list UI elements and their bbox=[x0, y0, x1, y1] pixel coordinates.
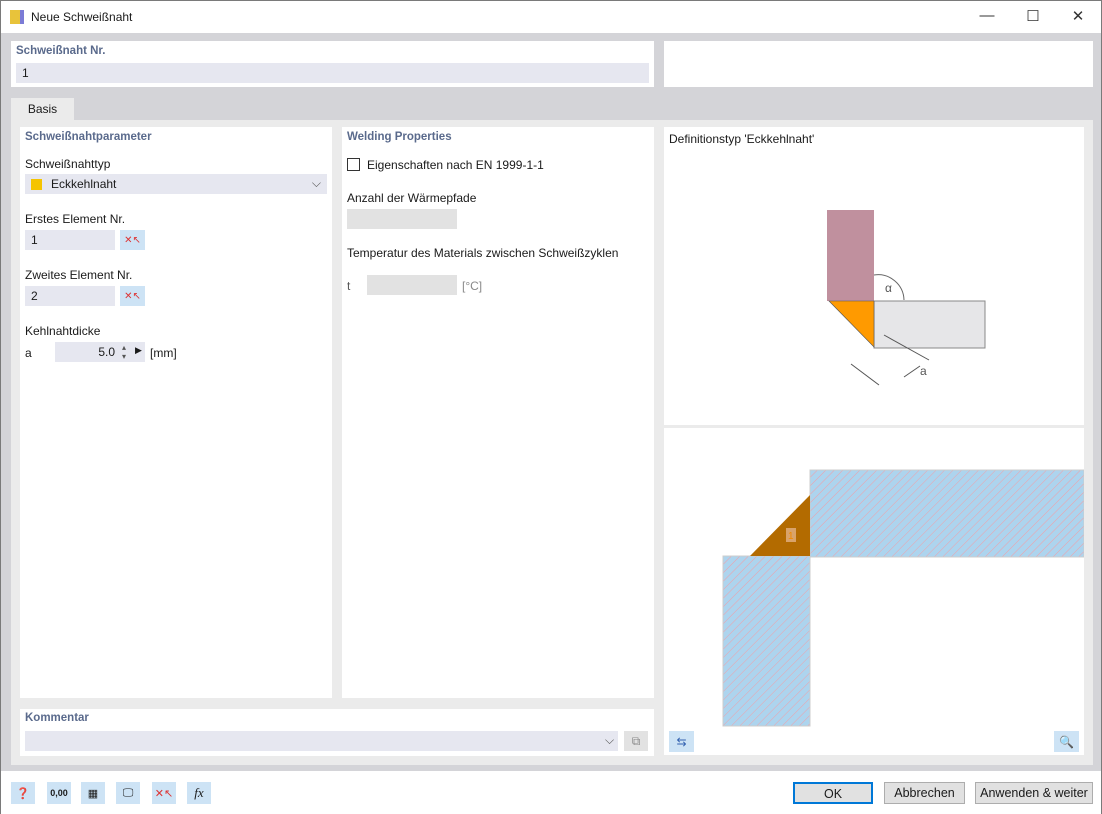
window-title: Neue Schweißnaht bbox=[31, 10, 133, 24]
minimize-button[interactable]: — bbox=[979, 7, 995, 24]
thickness-symbol: a bbox=[25, 346, 32, 360]
cancel-button[interactable]: Abbrechen bbox=[884, 782, 965, 804]
weld-number-label: 1 bbox=[788, 531, 794, 542]
dimension-line bbox=[883, 334, 930, 361]
pick-element-button[interactable]: ✕↖ bbox=[120, 286, 145, 306]
temperature-label: Temperatur des Materials zwischen Schwei… bbox=[347, 246, 619, 260]
zoom-clear-icon: 🔍 bbox=[1059, 734, 1074, 749]
alpha-arc bbox=[873, 274, 905, 301]
thickness-input[interactable]: 5.0 bbox=[55, 342, 145, 362]
pick-cursor-icon: ✕↖ bbox=[124, 290, 141, 302]
element-2-plate bbox=[722, 555, 811, 727]
definition-diagram-panel: Definitionstyp 'Eckkehlnaht' α a bbox=[664, 127, 1084, 425]
chevron-down-icon: ⌵ bbox=[311, 176, 321, 190]
app-icon bbox=[10, 10, 24, 24]
view-toggle-button[interactable]: ⇆ bbox=[669, 731, 694, 752]
weld-type-value: Eckkehlnaht bbox=[51, 177, 117, 191]
second-element-label: Zweites Element Nr. bbox=[25, 268, 133, 282]
copy-icon: ⧉ bbox=[631, 733, 641, 748]
zoom-reset-button[interactable]: 🔍 bbox=[1054, 731, 1079, 752]
element-1-plate bbox=[809, 469, 1084, 558]
section-title: Welding Properties bbox=[347, 131, 452, 143]
help-button[interactable]: ❓ bbox=[11, 782, 35, 804]
weld-parameters-panel: Schweißnahtparameter Schweißnahttyp Eckk… bbox=[20, 127, 332, 698]
first-element-input[interactable]: 1 bbox=[25, 230, 115, 250]
weld-type-select[interactable]: Eckkehlnaht ⌵ bbox=[25, 174, 327, 194]
heat-paths-input[interactable] bbox=[347, 209, 457, 229]
view-button[interactable]: 🖵 bbox=[116, 782, 140, 804]
temperature-symbol: t bbox=[347, 279, 351, 293]
monitor-icon: 🖵 bbox=[122, 786, 134, 799]
decimal-icon: 0,00 bbox=[50, 788, 68, 798]
thickness-unit: [mm] bbox=[150, 346, 177, 360]
dimension-line bbox=[850, 363, 880, 386]
weld-type-color-icon bbox=[31, 179, 42, 190]
tab-basis[interactable]: Basis bbox=[11, 98, 74, 121]
weld-shape bbox=[750, 495, 810, 556]
ok-button[interactable]: OK bbox=[793, 782, 873, 804]
header-right-panel bbox=[664, 41, 1093, 87]
second-element-input[interactable]: 2 bbox=[25, 286, 115, 306]
weld-number-section: Schweißnaht Nr. 1 bbox=[11, 41, 654, 87]
chevron-down-icon[interactable]: ⌵ bbox=[605, 733, 615, 747]
weld-triangle bbox=[828, 300, 875, 348]
color-palette-icon: ▦ bbox=[87, 787, 99, 800]
pick-cursor-icon: ✕↖ bbox=[124, 234, 141, 246]
preview-panel: 1 ⇆ 🔍 bbox=[664, 428, 1084, 755]
units-button[interactable]: 0,00 bbox=[47, 782, 71, 804]
temperature-input[interactable] bbox=[367, 275, 457, 295]
weld-label-box bbox=[786, 528, 796, 542]
diagram-title: Definitionstyp 'Eckkehlnaht' bbox=[669, 132, 815, 146]
spinner-icon[interactable]: ▴ ▾ bbox=[122, 343, 127, 361]
function-icon: fx bbox=[194, 785, 204, 800]
horizontal-plate bbox=[873, 300, 986, 349]
heat-paths-label: Anzahl der Wärmepfade bbox=[347, 191, 477, 205]
vertical-plate bbox=[827, 210, 874, 301]
en-checkbox[interactable] bbox=[347, 158, 360, 171]
welding-properties-panel: Welding Properties Eigenschaften nach EN… bbox=[342, 127, 654, 698]
a-label: a bbox=[920, 364, 927, 378]
fillet-weld-diagram: α a bbox=[827, 210, 986, 386]
weld-type-label: Schweißnahttyp bbox=[25, 157, 111, 171]
pick-cursor-icon: ✕↖ bbox=[154, 787, 174, 800]
select-button[interactable]: ✕↖ bbox=[152, 782, 176, 804]
comment-input[interactable] bbox=[25, 731, 618, 751]
close-button[interactable]: ✕ bbox=[1071, 8, 1085, 25]
comment-label: Kommentar bbox=[25, 712, 89, 724]
view-switch-icon: ⇆ bbox=[676, 734, 687, 749]
weld-preview: 1 bbox=[722, 469, 1084, 727]
help-icon: ❓ bbox=[16, 787, 30, 800]
alpha-label: α bbox=[885, 281, 892, 295]
comment-library-button[interactable]: ⧉ bbox=[624, 731, 648, 751]
display-settings-button[interactable]: ▦ bbox=[81, 782, 105, 804]
en-checkbox-label[interactable]: Eigenschaften nach EN 1999-1-1 bbox=[367, 158, 544, 172]
weld-number-label: Schweißnaht Nr. bbox=[16, 45, 106, 57]
comment-section: Kommentar ⌵ ⧉ bbox=[20, 709, 654, 756]
first-element-label: Erstes Element Nr. bbox=[25, 212, 126, 226]
temperature-unit: [°C] bbox=[462, 279, 483, 293]
weld-number-input[interactable]: 1 bbox=[16, 63, 649, 83]
dimension-arrow bbox=[903, 365, 921, 378]
thickness-label: Kehlnahtdicke bbox=[25, 324, 101, 338]
apply-continue-button[interactable]: Anwenden & weiter bbox=[975, 782, 1093, 804]
formula-button[interactable]: fx bbox=[187, 782, 211, 804]
maximize-button[interactable]: ☐ bbox=[1026, 8, 1040, 25]
pick-element-button[interactable]: ✕↖ bbox=[120, 230, 145, 250]
title-bar: Neue Schweißnaht — ☐ ✕ bbox=[1, 1, 1101, 33]
arrow-right-icon[interactable]: ▶ bbox=[135, 345, 142, 355]
section-title: Schweißnahtparameter bbox=[25, 131, 152, 143]
